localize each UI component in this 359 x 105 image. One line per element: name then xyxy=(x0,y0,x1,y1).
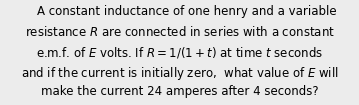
Text: e.m.f. of $E$ volts. If $R = 1/(1 + t)$ at time $t$ seconds: e.m.f. of $E$ volts. If $R = 1/(1 + t)$ … xyxy=(36,45,323,60)
Text: A constant inductance of one henry and a variable: A constant inductance of one henry and a… xyxy=(22,5,337,18)
Text: and if the current is initially zero,  what value of $E$ will: and if the current is initially zero, wh… xyxy=(21,65,338,82)
Text: make the current 24 amperes after 4 seconds?: make the current 24 amperes after 4 seco… xyxy=(41,85,318,98)
Text: resistance $R$ are connected in series with a constant: resistance $R$ are connected in series w… xyxy=(24,25,335,39)
